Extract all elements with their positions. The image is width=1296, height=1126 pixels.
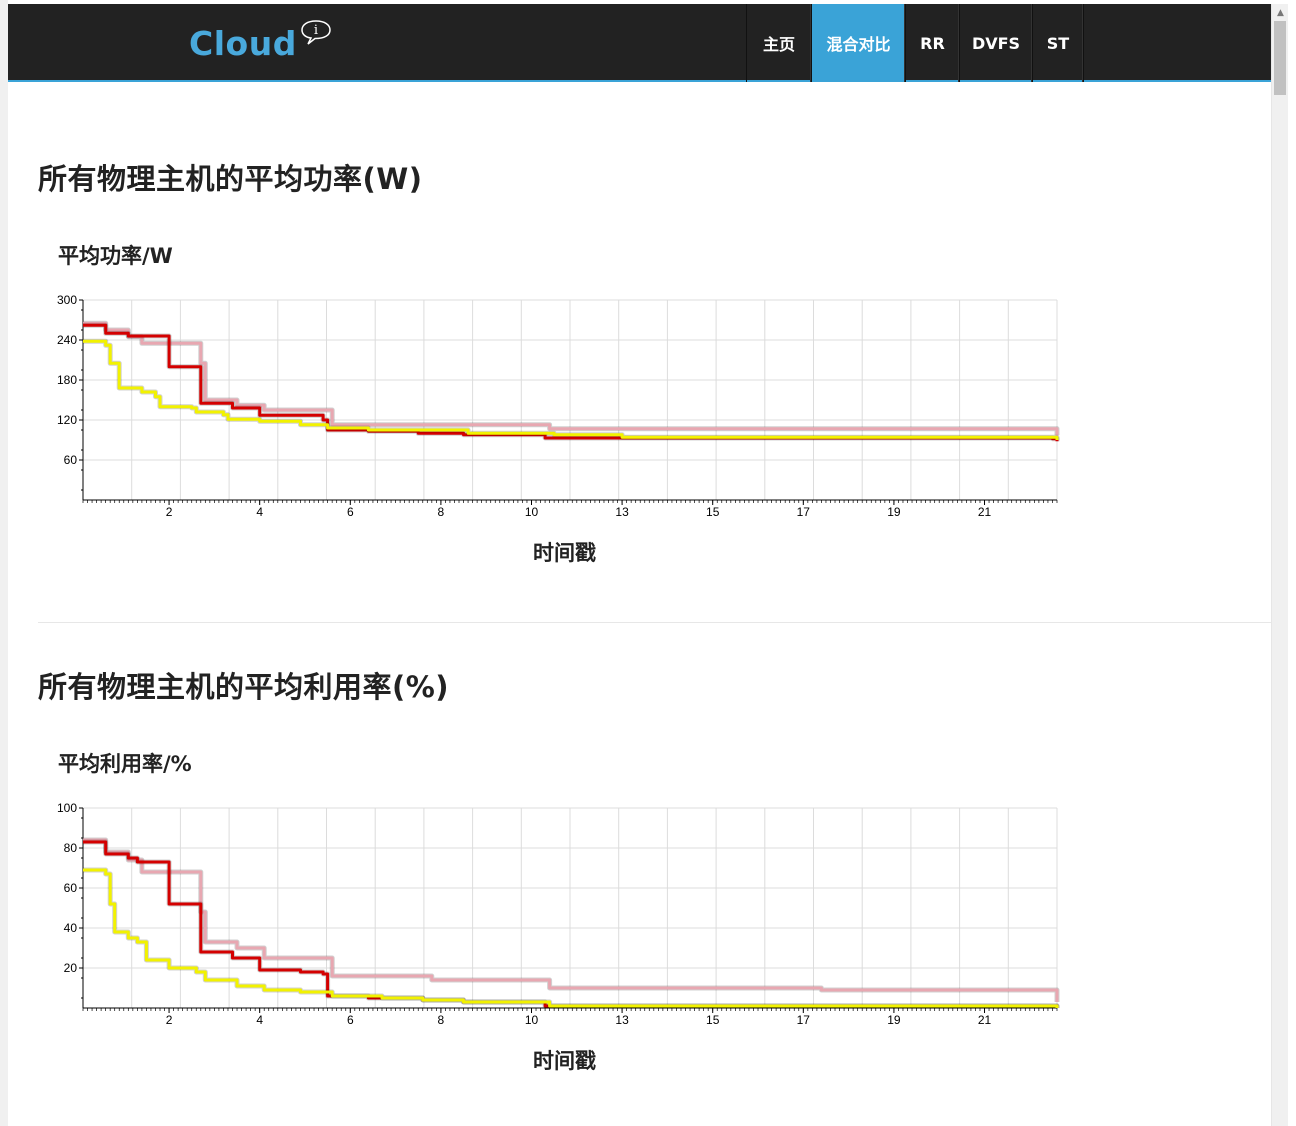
info-bubble-letter: i bbox=[314, 23, 318, 38]
y-tick-label: 60 bbox=[64, 881, 78, 895]
utilization-line-chart: 20 40 60 80 100 2 4 6 8 10 13 15 17 19 21 bbox=[57, 801, 1060, 1027]
section-divider bbox=[38, 622, 1271, 623]
x-axis-label-power: 时间戳 bbox=[533, 541, 596, 565]
x-tick-label: 4 bbox=[256, 1013, 263, 1027]
x-tick-label: 21 bbox=[978, 1013, 992, 1027]
x-tick-label: 13 bbox=[615, 1013, 629, 1027]
section-title-power: 所有物理主机的平均功率(W) bbox=[38, 162, 423, 196]
y-tick-label: 100 bbox=[57, 801, 77, 815]
x-tick-label: 17 bbox=[797, 505, 811, 519]
y-tick-label: 60 bbox=[64, 453, 78, 467]
y-tick-label: 80 bbox=[64, 841, 78, 855]
y-tick-label: 20 bbox=[64, 961, 78, 975]
series-line-1 bbox=[83, 323, 1059, 442]
x-tick-label: 21 bbox=[978, 505, 992, 519]
scroll-thumb[interactable] bbox=[1274, 21, 1286, 95]
x-tick-label: 10 bbox=[525, 505, 539, 519]
series-line-2 bbox=[83, 868, 1059, 1008]
chart-grid bbox=[82, 299, 1058, 500]
x-tick-label: 15 bbox=[706, 1013, 720, 1027]
x-tick-label: 8 bbox=[438, 505, 445, 519]
x-axis-label-utilization: 时间戳 bbox=[533, 1049, 596, 1073]
nav-item-mixed-compare[interactable]: 混合对比 bbox=[812, 4, 906, 82]
y-tick-label: 40 bbox=[64, 921, 78, 935]
x-tick-label: 6 bbox=[347, 1013, 354, 1027]
brand-logo[interactable]: Cloud i bbox=[189, 20, 333, 66]
brand-name: Cloud bbox=[189, 24, 297, 63]
chart-title-power: 平均功率/W bbox=[58, 244, 173, 268]
x-tick-label: 8 bbox=[438, 1013, 445, 1027]
top-navbar: Cloud i 主页 混合对比 RR DVFS ST bbox=[8, 4, 1272, 82]
y-tick-label: 240 bbox=[57, 333, 77, 347]
chart-title-utilization: 平均利用率/% bbox=[58, 752, 192, 776]
y-tick-label: 120 bbox=[57, 413, 77, 427]
main-nav: 主页 混合对比 RR DVFS ST bbox=[746, 4, 1084, 82]
x-tick-label: 19 bbox=[887, 1013, 901, 1027]
info-bubble-icon: i bbox=[301, 20, 331, 45]
x-tick-label: 2 bbox=[166, 1013, 173, 1027]
nav-item-rr[interactable]: RR bbox=[906, 4, 960, 82]
x-tick-label: 6 bbox=[347, 505, 354, 519]
x-tick-label: 19 bbox=[887, 505, 901, 519]
power-line-chart: 60 120 180 240 300 2 4 6 8 10 13 15 17 19 21 bbox=[57, 293, 1060, 519]
x-tick-label: 15 bbox=[706, 505, 720, 519]
x-tick-label: 17 bbox=[797, 1013, 811, 1027]
series-line-2 bbox=[83, 339, 1059, 440]
nav-item-home[interactable]: 主页 bbox=[747, 4, 812, 82]
scroll-up-arrow-icon[interactable]: ▲ bbox=[1277, 7, 1284, 18]
section-title-utilization: 所有物理主机的平均利用率(%) bbox=[38, 670, 450, 704]
x-tick-label: 13 bbox=[615, 505, 629, 519]
nav-item-st[interactable]: ST bbox=[1033, 4, 1084, 82]
x-tick-label: 10 bbox=[525, 1013, 539, 1027]
y-tick-label: 180 bbox=[57, 373, 77, 387]
y-tick-label: 300 bbox=[57, 293, 77, 307]
vertical-scrollbar[interactable]: ▲ bbox=[1271, 4, 1288, 1126]
nav-item-dvfs[interactable]: DVFS bbox=[960, 4, 1033, 82]
x-tick-label: 2 bbox=[166, 505, 173, 519]
window-left-edge bbox=[0, 0, 8, 1126]
x-tick-label: 4 bbox=[256, 505, 263, 519]
